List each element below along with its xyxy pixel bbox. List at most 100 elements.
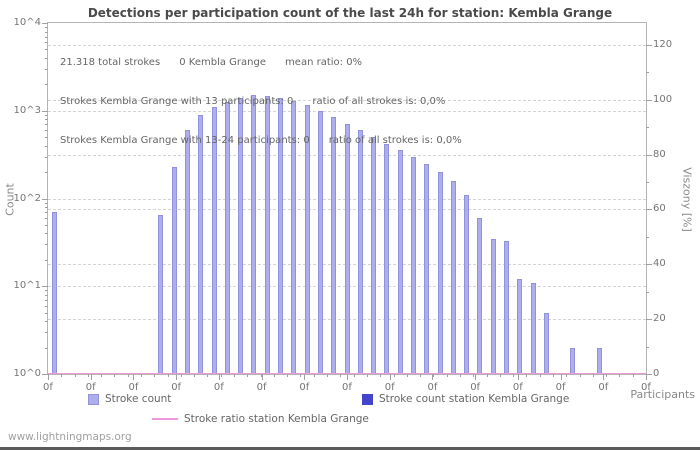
gridline-percent xyxy=(48,44,646,46)
y-axis-left-minor-tick xyxy=(45,312,48,314)
x-axis-minor-tick xyxy=(446,374,448,377)
x-axis-tick-label: 0f xyxy=(384,382,395,393)
y-axis-left-minor-tick xyxy=(45,130,48,132)
y-axis-right-tick-label: 80 xyxy=(653,148,666,160)
stroke-ratio-line-swatch-icon xyxy=(152,418,178,420)
legend-item-stroke-ratio: Stroke ratio station Kembla Grange xyxy=(152,413,369,425)
y-axis-left-minor-tick xyxy=(45,212,48,214)
x-axis-tick xyxy=(432,374,434,380)
x-axis-label: Participants xyxy=(630,388,695,401)
gridline-count xyxy=(48,110,646,112)
x-axis-minor-tick xyxy=(141,374,143,377)
y-axis-left-minor-tick xyxy=(45,42,48,44)
y-axis-left-tick xyxy=(42,110,48,112)
x-axis-minor-tick xyxy=(406,374,408,377)
y-axis-left-minor-tick xyxy=(45,217,48,219)
x-axis-minor-tick xyxy=(273,374,275,377)
legend-label-station-stroke-count: Stroke count station Kembla Grange xyxy=(379,393,570,405)
x-axis-tick-label: 0f xyxy=(598,382,609,393)
x-axis-minor-tick xyxy=(180,374,182,377)
stroke-count-bar xyxy=(211,107,217,374)
stroke-count-bar xyxy=(397,149,403,374)
x-axis-minor-tick xyxy=(74,374,76,377)
stroke-count-bar xyxy=(158,214,164,374)
x-axis-minor-tick xyxy=(87,374,89,377)
y-axis-left-minor-tick xyxy=(45,332,48,334)
x-axis-tick-label: 0f xyxy=(299,382,310,393)
y-axis-right-minor-tick xyxy=(646,346,649,348)
y-axis-left-minor-tick xyxy=(45,305,48,307)
stroke-count-bar xyxy=(185,130,191,374)
x-axis-minor-tick xyxy=(247,374,249,377)
y-axis-right-tick xyxy=(646,209,652,211)
legend-item-stroke-count: Stroke count xyxy=(88,393,171,405)
x-axis-minor-tick xyxy=(459,374,461,377)
x-axis-tick-label: 0f xyxy=(427,382,438,393)
x-axis-minor-tick xyxy=(234,374,236,377)
x-axis-minor-tick xyxy=(353,374,355,377)
x-axis-minor-tick xyxy=(313,374,315,377)
stroke-count-bar xyxy=(570,347,576,374)
stroke-count-bar xyxy=(477,217,483,374)
stroke-count-bar xyxy=(503,240,509,374)
x-axis-tick xyxy=(389,374,391,380)
y-axis-left-minor-tick xyxy=(45,114,48,116)
y-axis-left-tick xyxy=(42,286,48,288)
x-axis-tick-label: 0f xyxy=(470,382,481,393)
stroke-count-bar xyxy=(424,163,430,374)
y-axis-left-minor-tick xyxy=(45,294,48,296)
window-bottom-border xyxy=(0,447,700,450)
y-axis-label-right: Viszony [%] xyxy=(680,167,694,232)
x-axis-minor-tick xyxy=(499,374,501,377)
stroke-count-bar xyxy=(410,156,416,374)
stroke-count-bar xyxy=(437,172,443,374)
x-axis-tick xyxy=(304,374,306,380)
y-axis-right-tick-label: 60 xyxy=(653,203,666,215)
y-axis-right-tick xyxy=(646,374,652,375)
legend-label-stroke-count: Stroke count xyxy=(105,393,172,405)
plot-area: 21.318 total strokes 0 Kembla Grange mea… xyxy=(14,17,673,393)
x-axis-minor-tick xyxy=(287,374,289,377)
x-axis-tick-label: 0f xyxy=(641,382,651,393)
x-axis-minor-tick xyxy=(114,374,116,377)
y-axis-right-tick xyxy=(646,44,652,46)
stroke-count-bar xyxy=(251,95,257,374)
y-axis-left-minor-tick xyxy=(45,31,48,33)
x-axis-minor-tick xyxy=(101,374,103,377)
y-axis-left-minor-tick xyxy=(45,119,48,121)
y-axis-left-minor-tick xyxy=(45,68,48,70)
y-axis-left-minor-tick xyxy=(45,224,48,226)
y-axis-right-minor-tick xyxy=(646,236,649,238)
x-axis-minor-tick xyxy=(486,374,488,377)
annotation-13-24-participants: Strokes Kembla Grange with 13-24 partici… xyxy=(60,135,462,146)
x-axis-minor-tick xyxy=(539,374,541,377)
stroke-count-bar xyxy=(530,282,536,374)
y-axis-right-tick-label: 100 xyxy=(653,93,673,105)
stroke-count-bar xyxy=(224,102,230,374)
y-axis-left-minor-tick xyxy=(45,137,48,139)
stroke-ratio-line xyxy=(48,373,646,374)
x-axis-tick xyxy=(218,374,220,380)
y-axis-right-minor-tick xyxy=(646,291,649,293)
stroke-count-bar xyxy=(264,95,270,374)
stroke-count-bar xyxy=(450,180,456,374)
x-axis-minor-tick xyxy=(646,374,647,377)
x-axis-tick xyxy=(176,374,178,380)
x-axis-tick xyxy=(646,374,647,380)
chart-annotations: 21.318 total strokes 0 Kembla Grange mea… xyxy=(60,30,462,173)
x-axis-minor-tick xyxy=(154,374,156,377)
y-axis-left-tick-label: 10^3 xyxy=(13,104,41,116)
y-axis-left-minor-tick xyxy=(45,347,48,349)
x-axis-tick-label: 0f xyxy=(43,382,53,393)
x-axis-tick-label: 0f xyxy=(85,382,96,393)
chart-title: Detections per participation count of th… xyxy=(87,6,613,20)
x-axis-minor-tick xyxy=(194,374,196,377)
y-axis-right-tick xyxy=(646,99,652,101)
stroke-count-bar xyxy=(384,143,390,374)
x-axis-tick-label: 0f xyxy=(512,382,523,393)
stroke-count-bar xyxy=(238,97,244,374)
y-axis-right-minor-tick xyxy=(646,72,649,74)
x-axis-tick-label: 0f xyxy=(128,382,139,393)
y-axis-right-tick xyxy=(646,319,652,321)
